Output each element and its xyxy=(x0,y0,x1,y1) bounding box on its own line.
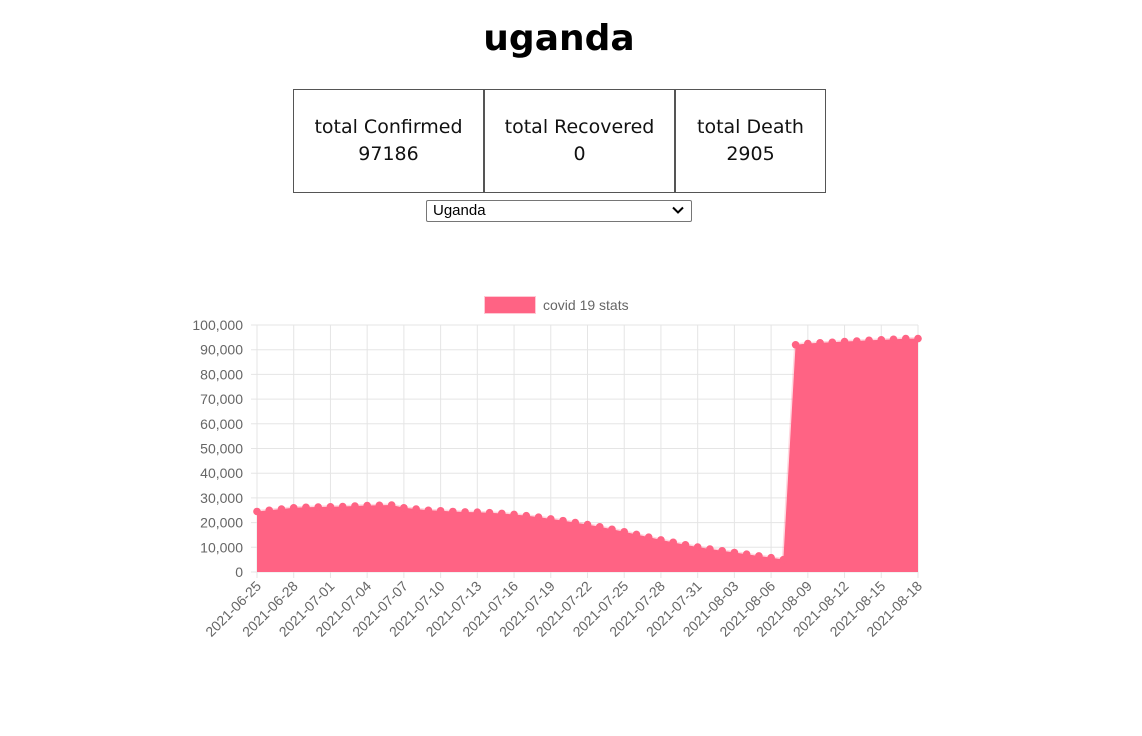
data-point xyxy=(804,339,812,348)
data-point xyxy=(644,533,653,541)
stat-death-value: 2905 xyxy=(726,143,775,165)
data-point xyxy=(693,543,702,551)
data-point xyxy=(889,335,898,344)
y-tick-label: 100,000 xyxy=(192,317,243,333)
data-point xyxy=(289,503,298,512)
data-point xyxy=(400,503,408,512)
data-point xyxy=(485,508,494,517)
data-point xyxy=(657,536,665,544)
data-point xyxy=(449,507,457,516)
data-point xyxy=(522,511,531,520)
data-point xyxy=(338,502,347,511)
data-point xyxy=(853,337,861,345)
data-point xyxy=(595,523,604,531)
stat-recovered-label: total Recovered xyxy=(504,116,655,138)
stats-row: total Confirmed 97186 total Recovered 0 … xyxy=(293,89,826,193)
data-point xyxy=(412,505,420,513)
data-point xyxy=(828,338,837,347)
data-point xyxy=(865,336,873,345)
data-point xyxy=(632,530,641,539)
data-point xyxy=(583,520,592,529)
country-select-value: Uganda xyxy=(433,202,486,219)
data-point xyxy=(840,337,849,346)
data-point xyxy=(314,503,323,511)
data-point xyxy=(534,513,543,521)
series-area xyxy=(257,338,918,572)
y-tick-label: 10,000 xyxy=(200,539,243,555)
data-point xyxy=(351,502,359,510)
data-point xyxy=(816,338,824,347)
data-point xyxy=(387,501,396,509)
stat-death-label: total Death xyxy=(697,116,804,138)
page-title: uganda xyxy=(483,18,635,59)
data-point xyxy=(718,546,726,555)
legend-label: covid 19 stats xyxy=(543,297,629,313)
y-tick-label: 20,000 xyxy=(200,515,243,531)
stat-death: total Death 2905 xyxy=(675,89,826,193)
y-tick-label: 40,000 xyxy=(200,465,243,481)
y-tick-label: 90,000 xyxy=(200,342,243,358)
y-tick-label: 0 xyxy=(235,564,243,580)
chevron-down-icon xyxy=(672,206,684,214)
data-point xyxy=(326,502,335,511)
y-tick-label: 60,000 xyxy=(200,416,243,432)
data-point xyxy=(877,336,886,344)
data-point xyxy=(363,501,371,510)
data-point xyxy=(669,538,677,547)
data-point xyxy=(779,555,788,564)
stat-confirmed-value: 97186 xyxy=(358,143,419,165)
data-point xyxy=(901,334,910,343)
legend-swatch xyxy=(484,296,536,314)
y-tick-label: 30,000 xyxy=(200,490,243,506)
y-tick-label: 50,000 xyxy=(200,441,243,457)
data-point xyxy=(375,501,384,510)
data-point xyxy=(436,506,445,515)
data-point xyxy=(742,550,751,559)
stat-confirmed: total Confirmed 97186 xyxy=(293,89,484,193)
data-point xyxy=(914,334,922,343)
data-point xyxy=(730,548,739,557)
data-point xyxy=(608,525,616,534)
data-point xyxy=(277,505,286,513)
data-point xyxy=(424,506,433,515)
stat-recovered: total Recovered 0 xyxy=(484,89,675,193)
data-point xyxy=(791,340,800,349)
stat-confirmed-label: total Confirmed xyxy=(314,116,463,138)
stat-recovered-value: 0 xyxy=(573,143,586,165)
data-point xyxy=(620,527,629,536)
country-select[interactable]: Uganda xyxy=(426,200,692,222)
y-tick-label: 80,000 xyxy=(200,366,243,382)
data-point xyxy=(461,508,469,516)
data-point xyxy=(302,503,310,512)
data-point xyxy=(767,553,775,562)
data-point xyxy=(706,545,714,553)
data-point xyxy=(755,552,763,560)
data-point xyxy=(510,510,518,519)
data-point xyxy=(498,509,506,518)
data-point xyxy=(473,508,482,517)
y-tick-label: 70,000 xyxy=(200,391,243,407)
data-point xyxy=(559,516,567,525)
data-point xyxy=(571,518,580,527)
data-point xyxy=(546,515,555,523)
data-point xyxy=(681,541,690,549)
data-point xyxy=(253,507,261,516)
data-point xyxy=(265,506,274,515)
